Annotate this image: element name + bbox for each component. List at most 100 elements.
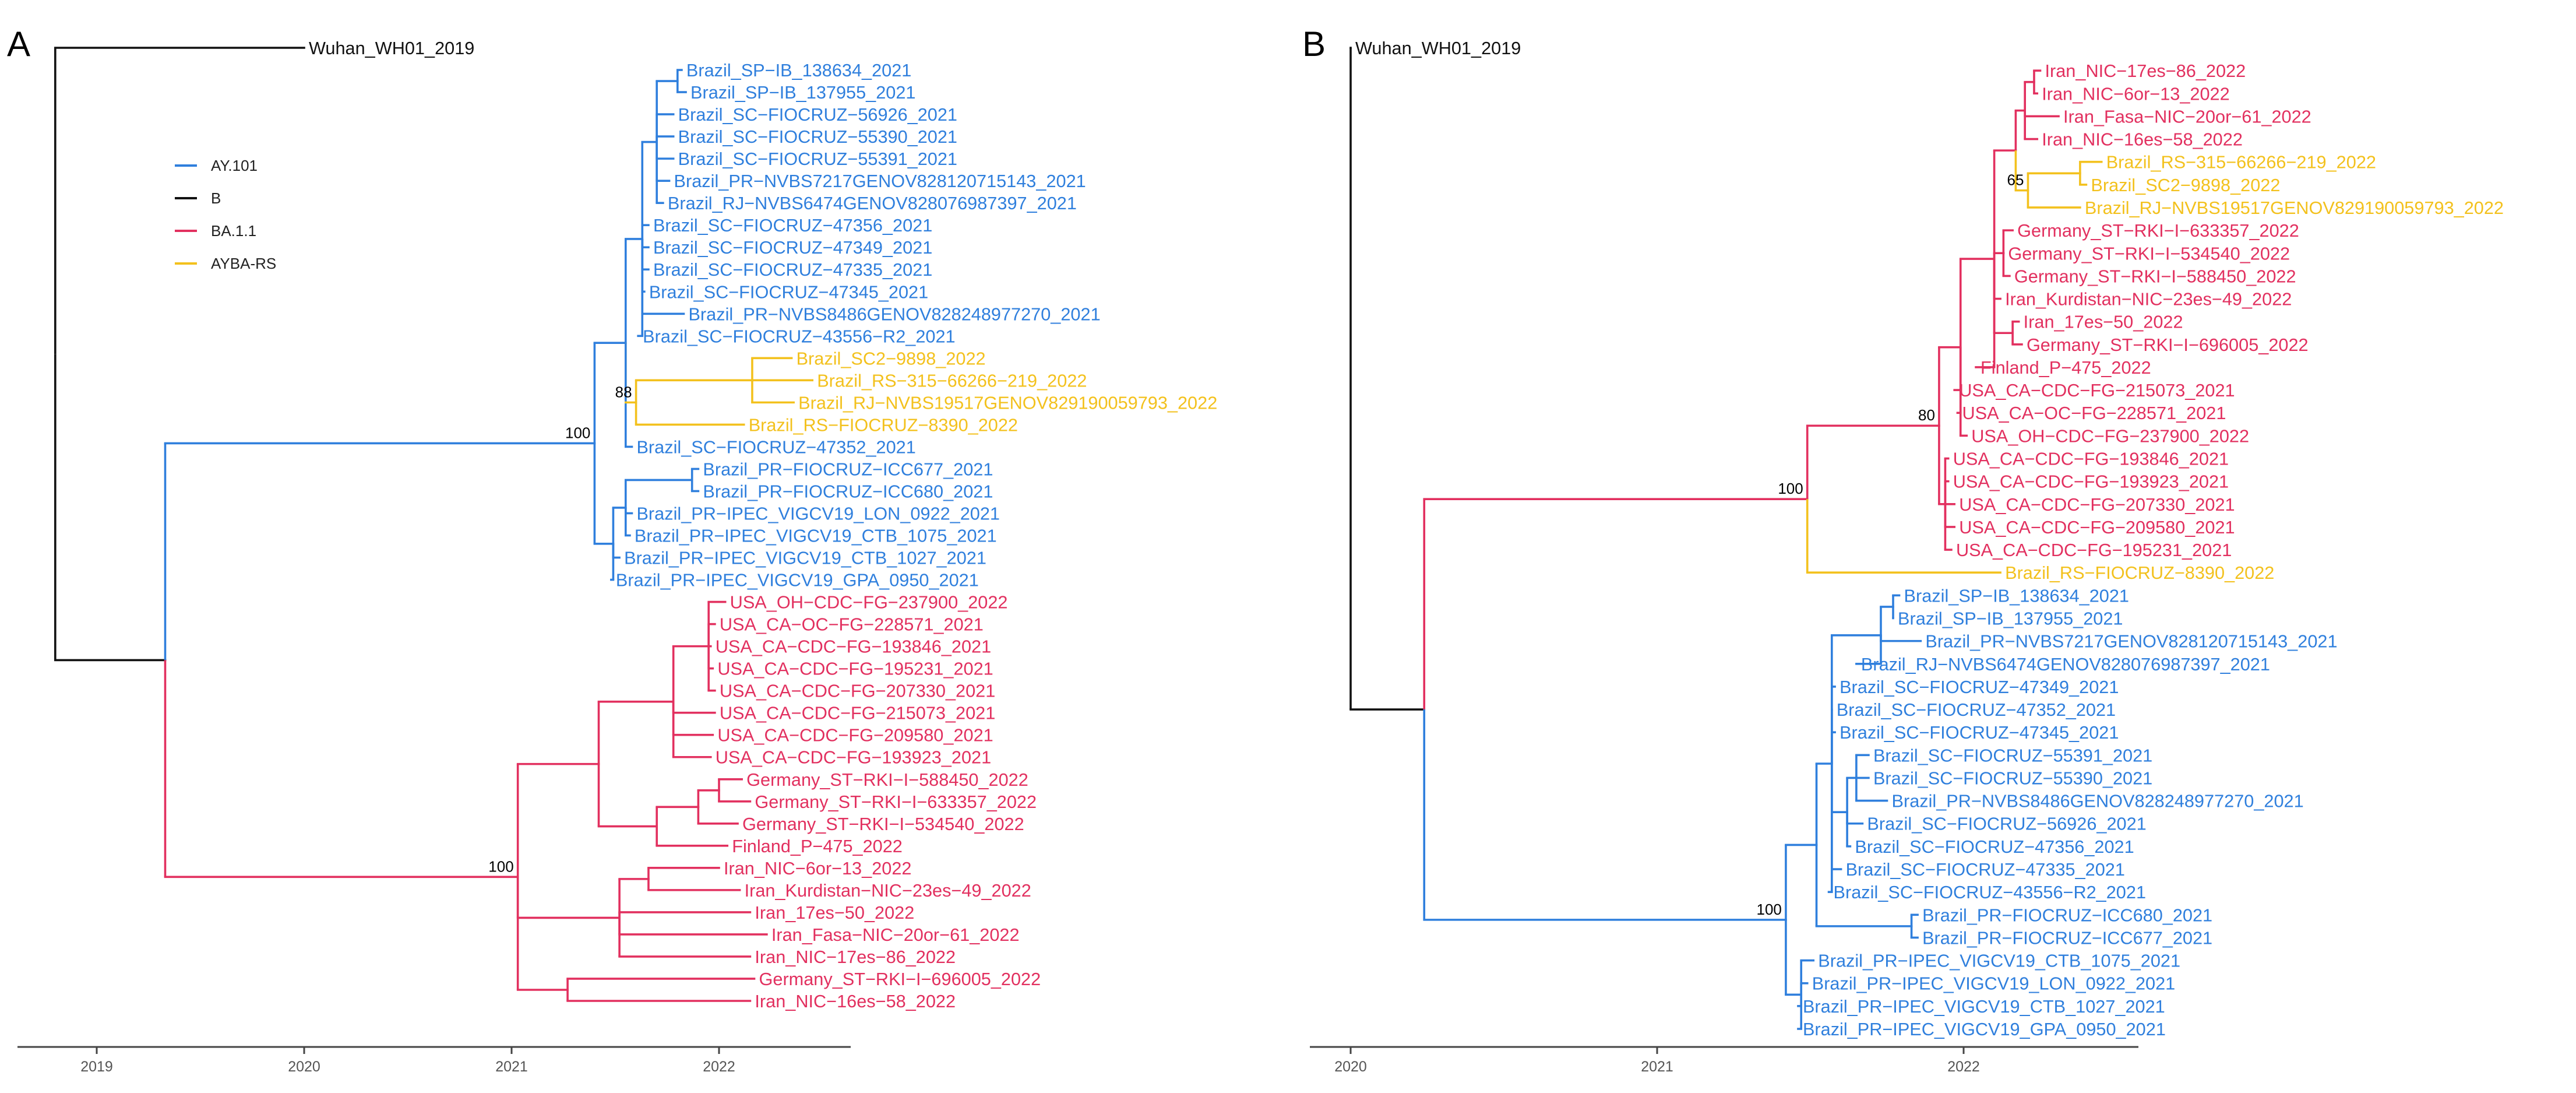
tip-label-wuhan-wh01-2019: Wuhan_WH01_2019 [1355, 38, 1521, 58]
tip-label-iran-17es-50-2022: Iran_17es−50_2022 [2024, 312, 2183, 332]
tip-label-usa-ca-cdc-fg-207330-2021: USA_CA−CDC−FG−207330_2021 [720, 681, 995, 701]
tip-label-brazil-rs-fiocruz-8390-2022: Brazil_RS−FIOCRUZ−8390_2022 [749, 414, 1018, 435]
tip-label-brazil-sc-fiocruz-47349-2021: Brazil_SC−FIOCRUZ−47349_2021 [653, 237, 932, 258]
legend: AY.101 B BA.1.1 AYBA-RS [175, 157, 276, 272]
tip-label-brazil-sp-ib-137955-2021: Brazil_SP−IB_137955_2021 [690, 82, 915, 103]
tip-label-usa-ca-cdc-fg-193846-2021: USA_CA−CDC−FG−193846_2021 [716, 637, 991, 657]
tip-label-brazil-sc-fiocruz-56926-2021: Brazil_SC−FIOCRUZ−56926_2021 [678, 104, 957, 125]
tip-label-brazil-sc2-9898-2022: Brazil_SC2−9898_2022 [797, 348, 986, 368]
tip-label-usa-ca-oc-fg-228571-2021: USA_CA−OC−FG−228571_2021 [1962, 403, 2226, 423]
legend-item-ayba-rs: AYBA-RS [175, 255, 276, 272]
axis-tick-label-2020: 2020 [1334, 1059, 1367, 1075]
tip-label-usa-ca-cdc-fg-195231-2021: USA_CA−CDC−FG−195231_2021 [717, 659, 993, 679]
tip-label-brazil-sp-ib-138634-2021: Brazil_SP−IB_138634_2021 [686, 60, 911, 80]
tip-label-brazil-sp-ib-137955-2021: Brazil_SP−IB_137955_2021 [1898, 608, 2123, 628]
tip-label-brazil-pr-ipec-vigcv19-ctb-1027-2021: Brazil_PR−IPEC_VIGCV19_CTB_1027_2021 [624, 548, 986, 568]
tip-label-usa-ca-cdc-fg-209580-2021: USA_CA−CDC−FG−209580_2021 [1959, 517, 2235, 537]
tip-label-brazil-sc-fiocruz-47335-2021: Brazil_SC−FIOCRUZ−47335_2021 [653, 259, 932, 280]
tip-label-brazil-sc2-9898-2022: Brazil_SC2−9898_2022 [2091, 175, 2280, 195]
bootstrap-support-label: 100 [1757, 901, 1782, 918]
tip-label-brazil-sc-fiocruz-47356-2021: Brazil_SC−FIOCRUZ−47356_2021 [1855, 837, 2134, 857]
bootstrap-support-label: 100 [488, 857, 513, 875]
tip-label-iran-kurdistan-nic-23es-49-2022: Iran_Kurdistan−NIC−23es−49_2022 [745, 880, 1031, 901]
tip-label-brazil-sc-fiocruz-47352-2021: Brazil_SC−FIOCRUZ−47352_2021 [636, 437, 915, 457]
tip-label-germany-st-rki-i-588450-2022: Germany_ST−RKI−I−588450_2022 [746, 769, 1028, 790]
tip-label-iran-nic-6or-13-2022: Iran_NIC−6or−13_2022 [724, 858, 911, 878]
tip-label-brazil-pr-ipec-vigcv19-ctb-1075-2021: Brazil_PR−IPEC_VIGCV19_CTB_1075_2021 [1818, 951, 2180, 971]
tip-label-germany-st-rki-i-633357-2022: Germany_ST−RKI−I−633357_2022 [2017, 220, 2299, 241]
bootstrap-support-label: 80 [1918, 406, 1935, 424]
axis-tick-label-2019: 2019 [80, 1059, 113, 1075]
tip-label-usa-ca-oc-fg-228571-2021: USA_CA−OC−FG−228571_2021 [720, 614, 984, 635]
tip-label-usa-ca-cdc-fg-193923-2021: USA_CA−CDC−FG−193923_2021 [716, 747, 991, 768]
tip-label-brazil-pr-nvbs8486genov828248977270-2021: Brazil_PR−NVBS8486GENOV828248977270_2021 [688, 304, 1100, 324]
tip-label-iran-nic-6or-13-2022: Iran_NIC−6or−13_2022 [2042, 83, 2229, 104]
panel-b-letter: B [1302, 24, 1326, 64]
tip-label-iran-nic-16es-58-2022: Iran_NIC−16es−58_2022 [2042, 129, 2243, 150]
tip-label-brazil-pr-nvbs7217genov828120715143-2021: Brazil_PR−NVBS7217GENOV828120715143_2021 [1925, 631, 2337, 652]
tip-label-brazil-pr-ipec-vigcv19-lon-0922-2021: Brazil_PR−IPEC_VIGCV19_LON_0922_2021 [636, 503, 1000, 523]
tip-label-brazil-pr-ipec-vigcv19-gpa-0950-2021: Brazil_PR−IPEC_VIGCV19_GPA_0950_2021 [1803, 1019, 2166, 1039]
tip-label-brazil-pr-ipec-vigcv19-ctb-1027-2021: Brazil_PR−IPEC_VIGCV19_CTB_1027_2021 [1803, 996, 2165, 1017]
tip-label-brazil-rs-315-66266-219-2022: Brazil_RS−315−66266−219_2022 [2106, 152, 2376, 173]
tip-label-brazil-sc-fiocruz-47345-2021: Brazil_SC−FIOCRUZ−47345_2021 [649, 282, 928, 302]
legend-item-b: B [175, 189, 221, 207]
tip-label-iran-nic-16es-58-2022: Iran_NIC−16es−58_2022 [755, 991, 956, 1011]
tip-label-usa-oh-cdc-fg-237900-2022: USA_OH−CDC−FG−237900_2022 [1971, 426, 2249, 446]
tip-label-finland-p-475-2022: Finland_P−475_2022 [1981, 357, 2151, 378]
tip-label-brazil-pr-ipec-vigcv19-ctb-1075-2021: Brazil_PR−IPEC_VIGCV19_CTB_1075_2021 [635, 526, 997, 546]
tip-label-brazil-rs-315-66266-219-2022: Brazil_RS−315−66266−219_2022 [817, 370, 1087, 391]
tip-label-brazil-sc-fiocruz-55390-2021: Brazil_SC−FIOCRUZ−55390_2021 [678, 126, 957, 147]
tip-label-brazil-sc-fiocruz-43556-r2-2021: Brazil_SC−FIOCRUZ−43556−R2_2021 [643, 326, 955, 346]
tip-label-usa-ca-cdc-fg-195231-2021: USA_CA−CDC−FG−195231_2021 [1956, 540, 2232, 560]
tip-label-usa-ca-cdc-fg-209580-2021: USA_CA−CDC−FG−209580_2021 [717, 725, 993, 746]
tip-label-brazil-rj-nvbs6474genov828076987397-2021: Brazil_RJ−NVBS6474GENOV828076987397_2021 [1861, 654, 2270, 674]
axis-tick-label-2022: 2022 [1947, 1059, 1980, 1075]
tip-label-iran-nic-17es-86-2022: Iran_NIC−17es−86_2022 [755, 947, 956, 967]
tip-label-iran-fasa-nic-20or-61-2022: Iran_Fasa−NIC−20or−61_2022 [2063, 106, 2311, 126]
tip-label-finland-p-475-2022: Finland_P−475_2022 [732, 836, 903, 856]
tip-label-brazil-pr-ipec-vigcv19-lon-0922-2021: Brazil_PR−IPEC_VIGCV19_LON_0922_2021 [1812, 973, 2176, 994]
tip-label-brazil-sp-ib-138634-2021: Brazil_SP−IB_138634_2021 [1904, 585, 2129, 606]
tip-label-usa-ca-cdc-fg-215073-2021: USA_CA−CDC−FG−215073_2021 [1959, 380, 2235, 400]
panel-a-tree: A Wuhan_WH01_2019 Brazil_SP−IB_138634_202… [7, 24, 1217, 1075]
legend-label-ay101: AY.101 [211, 157, 258, 174]
tip-label-germany-st-rki-i-696005-2022: Germany_ST−RKI−I−696005_2022 [2027, 335, 2309, 355]
axis-tick-label-2021: 2021 [1641, 1059, 1673, 1075]
tip-label-iran-kurdistan-nic-23es-49-2022: Iran_Kurdistan−NIC−23es−49_2022 [2005, 289, 2292, 310]
legend-item-ay101: AY.101 [175, 157, 258, 174]
tip-label-iran-17es-50-2022: Iran_17es−50_2022 [755, 902, 914, 923]
tip-label-brazil-pr-nvbs8486genov828248977270-2021: Brazil_PR−NVBS8486GENOV828248977270_2021 [1892, 791, 2304, 811]
tip-label-brazil-sc-fiocruz-55391-2021: Brazil_SC−FIOCRUZ−55391_2021 [678, 149, 957, 169]
tip-label-usa-oh-cdc-fg-237900-2022: USA_OH−CDC−FG−237900_2022 [730, 592, 1008, 613]
tip-label-brazil-rj-nvbs19517genov829190059793-2022: Brazil_RJ−NVBS19517GENOV829190059793_202… [798, 392, 1217, 413]
tip-label-usa-ca-cdc-fg-215073-2021: USA_CA−CDC−FG−215073_2021 [720, 703, 995, 723]
tip-label-usa-ca-cdc-fg-207330-2021: USA_CA−CDC−FG−207330_2021 [1959, 494, 2235, 515]
tip-label-brazil-pr-fiocruz-icc677-2021: Brazil_PR−FIOCRUZ−ICC677_2021 [1922, 927, 2212, 948]
bootstrap-support-label: 88 [615, 383, 632, 400]
legend-label-b: B [211, 189, 221, 207]
tip-label-brazil-sc-fiocruz-56926-2021: Brazil_SC−FIOCRUZ−56926_2021 [1867, 814, 2146, 834]
axis-tick-label-2020: 2020 [288, 1059, 320, 1075]
tip-label-brazil-pr-ipec-vigcv19-gpa-0950-2021: Brazil_PR−IPEC_VIGCV19_GPA_0950_2021 [616, 570, 979, 591]
legend-label-ba11: BA.1.1 [211, 222, 256, 240]
bootstrap-support-label: 100 [1778, 480, 1803, 497]
legend-item-ba11: BA.1.1 [175, 222, 256, 240]
panel-b-tree: B Wuhan_WH01_2019Iran_NIC−17es−86_2022Ir… [1302, 24, 2504, 1075]
tip-label-germany-st-rki-i-534540-2022: Germany_ST−RKI−I−534540_2022 [2008, 243, 2290, 263]
tip-label-germany-st-rki-i-534540-2022: Germany_ST−RKI−I−534540_2022 [742, 814, 1024, 834]
tip-label-germany-st-rki-i-588450-2022: Germany_ST−RKI−I−588450_2022 [2014, 266, 2296, 286]
tip-label-usa-ca-cdc-fg-193923-2021: USA_CA−CDC−FG−193923_2021 [1953, 472, 2229, 492]
tip-label-brazil-sc-fiocruz-55390-2021: Brazil_SC−FIOCRUZ−55390_2021 [1873, 768, 2152, 788]
tip-label-brazil-sc-fiocruz-43556-r2-2021: Brazil_SC−FIOCRUZ−43556−R2_2021 [1834, 882, 2146, 902]
tip-label-brazil-sc-fiocruz-47352-2021: Brazil_SC−FIOCRUZ−47352_2021 [1837, 700, 2116, 720]
axis-tick-label-2022: 2022 [703, 1059, 735, 1075]
tip-label-wuhan-wh01-2019: Wuhan_WH01_2019 [309, 38, 474, 58]
tip-label-germany-st-rki-i-696005-2022: Germany_ST−RKI−I−696005_2022 [759, 969, 1041, 989]
tip-label-usa-ca-cdc-fg-193846-2021: USA_CA−CDC−FG−193846_2021 [1953, 449, 2229, 469]
tip-label-brazil-sc-fiocruz-47335-2021: Brazil_SC−FIOCRUZ−47335_2021 [1846, 859, 2125, 880]
tip-label-brazil-pr-nvbs7217genov828120715143-2021: Brazil_PR−NVBS7217GENOV828120715143_2021 [674, 171, 1086, 191]
tip-label-brazil-sc-fiocruz-55391-2021: Brazil_SC−FIOCRUZ−55391_2021 [1873, 745, 2152, 765]
